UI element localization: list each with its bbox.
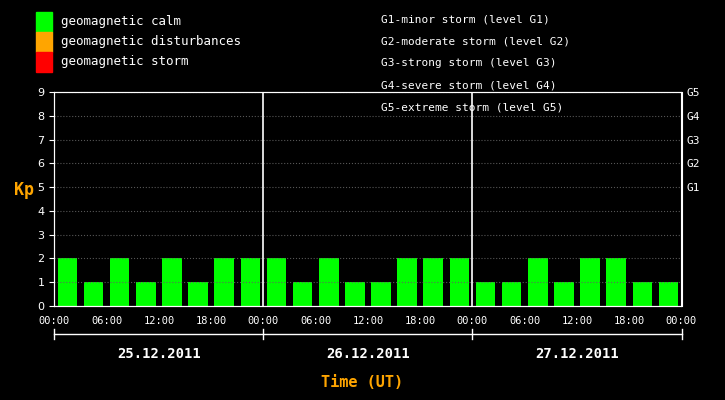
Y-axis label: Kp: Kp <box>14 181 33 199</box>
Bar <box>423 258 443 306</box>
Bar <box>188 282 208 306</box>
Bar <box>658 282 678 306</box>
Bar <box>84 282 104 306</box>
Text: G1-minor storm (level G1): G1-minor storm (level G1) <box>381 14 550 24</box>
Bar <box>345 282 365 306</box>
Bar <box>450 258 469 306</box>
Text: geomagnetic storm: geomagnetic storm <box>61 56 188 68</box>
Text: G5-extreme storm (level G5): G5-extreme storm (level G5) <box>381 102 563 112</box>
Bar <box>58 258 78 306</box>
Text: G2-moderate storm (level G2): G2-moderate storm (level G2) <box>381 36 570 46</box>
Bar <box>110 258 130 306</box>
Text: G3-strong storm (level G3): G3-strong storm (level G3) <box>381 58 556 68</box>
Bar <box>162 258 182 306</box>
Bar <box>293 282 312 306</box>
Text: Time (UT): Time (UT) <box>321 375 404 390</box>
Bar <box>136 282 156 306</box>
Bar <box>476 282 495 306</box>
Bar <box>554 282 573 306</box>
Bar <box>580 258 600 306</box>
Text: 26.12.2011: 26.12.2011 <box>326 347 410 361</box>
Bar <box>606 258 626 306</box>
Bar <box>319 258 339 306</box>
Text: 25.12.2011: 25.12.2011 <box>117 347 201 361</box>
Bar <box>215 258 234 306</box>
Text: geomagnetic calm: geomagnetic calm <box>61 16 181 28</box>
Text: G4-severe storm (level G4): G4-severe storm (level G4) <box>381 80 556 90</box>
Bar <box>632 282 652 306</box>
Bar <box>528 258 547 306</box>
Bar <box>397 258 417 306</box>
Bar <box>502 282 521 306</box>
Text: geomagnetic disturbances: geomagnetic disturbances <box>61 36 241 48</box>
Text: 27.12.2011: 27.12.2011 <box>535 347 619 361</box>
Bar <box>371 282 391 306</box>
Bar <box>241 258 260 306</box>
Bar <box>267 258 286 306</box>
